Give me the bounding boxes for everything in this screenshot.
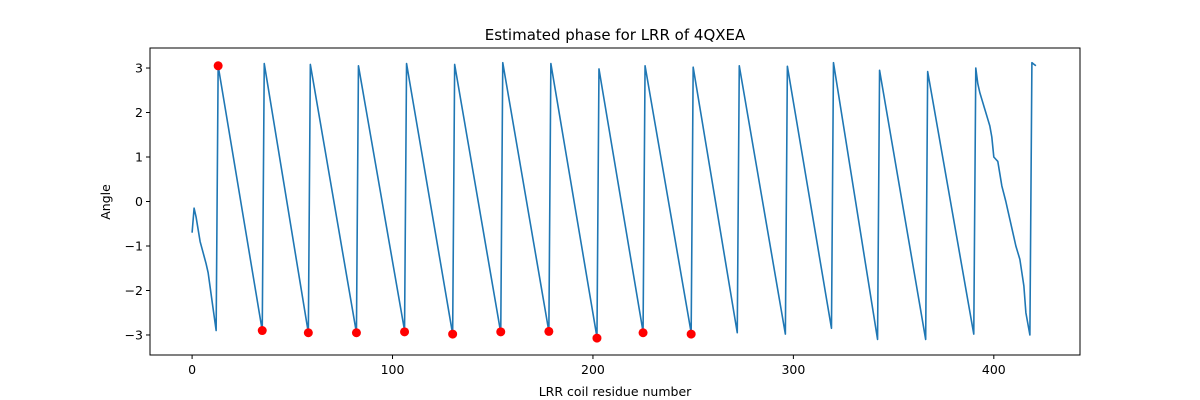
x-tick-label: 0 <box>188 362 196 377</box>
y-tick-label: −3 <box>125 327 143 342</box>
residue-marker <box>213 61 223 71</box>
phase-line-series <box>191 61 1037 341</box>
y-tick-label: −1 <box>125 238 143 253</box>
x-tick-label: 400 <box>982 362 1006 377</box>
y-tick-label: 0 <box>135 194 143 209</box>
residue-marker <box>351 328 361 338</box>
y-tick-label: 3 <box>135 61 143 76</box>
y-axis-label: Angle <box>98 184 113 220</box>
residue-marker <box>638 328 648 338</box>
x-tick-label: 100 <box>381 362 405 377</box>
residue-marker <box>257 326 267 336</box>
residue-marker <box>303 328 313 338</box>
x-tick-label: 300 <box>781 362 805 377</box>
plot-frame <box>149 47 1081 356</box>
residue-marker <box>592 333 602 343</box>
x-axis-label: LRR coil residue number <box>539 384 692 399</box>
y-tick-label: −2 <box>125 283 143 298</box>
y-axis: −3 −2 −1 0 1 2 3 <box>125 61 150 342</box>
residue-marker <box>448 329 458 339</box>
y-tick-label: 1 <box>135 150 143 165</box>
chart-title: Estimated phase for LRR of 4QXEA <box>485 26 746 44</box>
phase-line <box>191 61 1037 341</box>
residue-marker <box>544 326 554 336</box>
x-tick-label: 200 <box>581 362 605 377</box>
plot-area <box>149 47 1081 356</box>
x-axis: 0 100 200 300 400 <box>188 355 1006 377</box>
residue-marker-series <box>213 61 696 343</box>
residue-marker <box>400 327 410 337</box>
residue-marker <box>686 329 696 339</box>
y-tick-label: 2 <box>135 105 143 120</box>
residue-marker <box>496 327 506 337</box>
